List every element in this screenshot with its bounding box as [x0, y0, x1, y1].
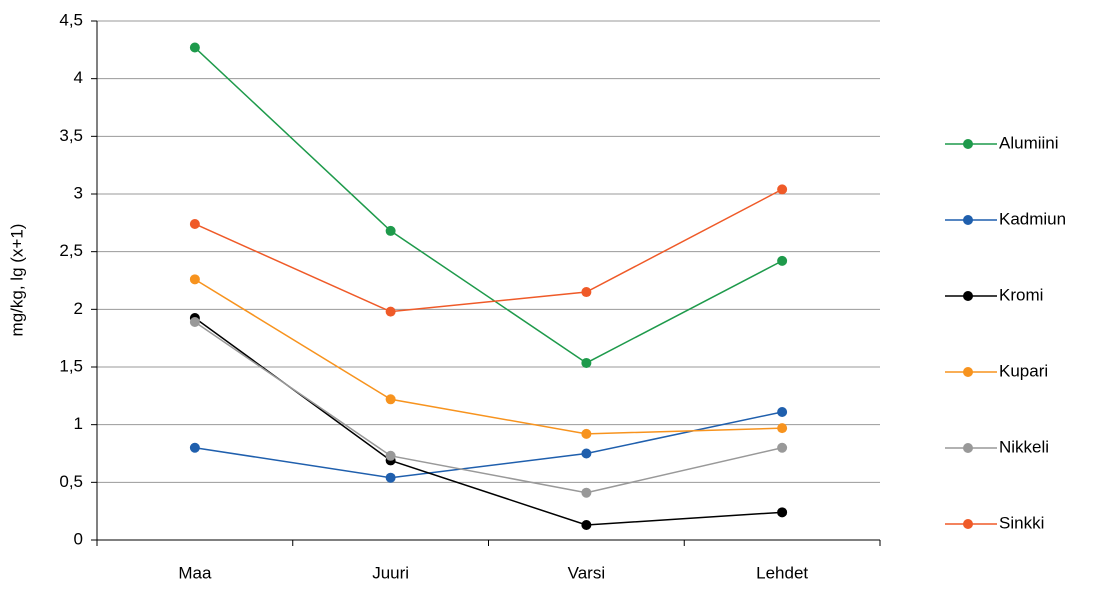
data-point	[189, 442, 200, 453]
y-tick-label: 0,5	[59, 472, 83, 491]
legend-label: Kupari	[999, 361, 1048, 380]
y-tick-label: 0	[74, 529, 83, 548]
data-point	[581, 428, 592, 439]
y-axis-label: mg/kg, lg (x+1)	[7, 224, 26, 337]
legend-label: Kadmiun	[999, 209, 1066, 228]
series-line	[194, 278, 783, 435]
legend-marker	[963, 367, 973, 377]
data-point	[189, 218, 200, 229]
data-point	[777, 423, 788, 434]
legend-label: Sinkki	[999, 513, 1044, 532]
y-tick-label: 2,5	[59, 241, 83, 260]
x-tick-label: Lehdet	[756, 563, 808, 582]
data-point	[777, 507, 788, 518]
legend-marker	[963, 443, 973, 453]
data-point	[385, 450, 396, 461]
data-point	[385, 394, 396, 405]
legend-marker	[963, 291, 973, 301]
data-point	[385, 306, 396, 317]
y-tick-label: 1	[74, 414, 83, 433]
data-point	[189, 317, 200, 328]
legend-marker	[963, 519, 973, 529]
x-tick-label: Varsi	[568, 563, 605, 582]
y-tick-label: 1,5	[59, 356, 83, 375]
data-point	[777, 442, 788, 453]
legend-label: Alumiini	[999, 133, 1059, 152]
x-tick-label: Maa	[178, 563, 212, 582]
series-line	[194, 188, 783, 313]
y-tick-label: 2	[74, 299, 83, 318]
data-point	[581, 357, 592, 368]
legend-marker	[963, 215, 973, 225]
data-point	[581, 487, 592, 498]
data-point	[385, 225, 396, 236]
x-tick-label: Juuri	[372, 563, 409, 582]
data-point	[777, 255, 788, 266]
series-line	[194, 411, 783, 479]
legend-label: Nikkeli	[999, 437, 1049, 456]
y-tick-label: 3,5	[59, 126, 83, 145]
data-point	[581, 520, 592, 531]
series-line	[194, 46, 783, 364]
legend-label: Kromi	[999, 285, 1043, 304]
data-point	[777, 184, 788, 195]
series-line	[194, 317, 783, 526]
data-point	[385, 472, 396, 483]
y-tick-label: 4,5	[59, 10, 83, 29]
legend-marker	[963, 139, 973, 149]
data-point	[189, 274, 200, 285]
data-point	[189, 42, 200, 53]
series-line	[194, 321, 783, 494]
data-point	[581, 287, 592, 298]
y-tick-label: 4	[74, 68, 83, 87]
y-tick-label: 3	[74, 183, 83, 202]
data-point	[777, 406, 788, 417]
data-point	[581, 448, 592, 459]
